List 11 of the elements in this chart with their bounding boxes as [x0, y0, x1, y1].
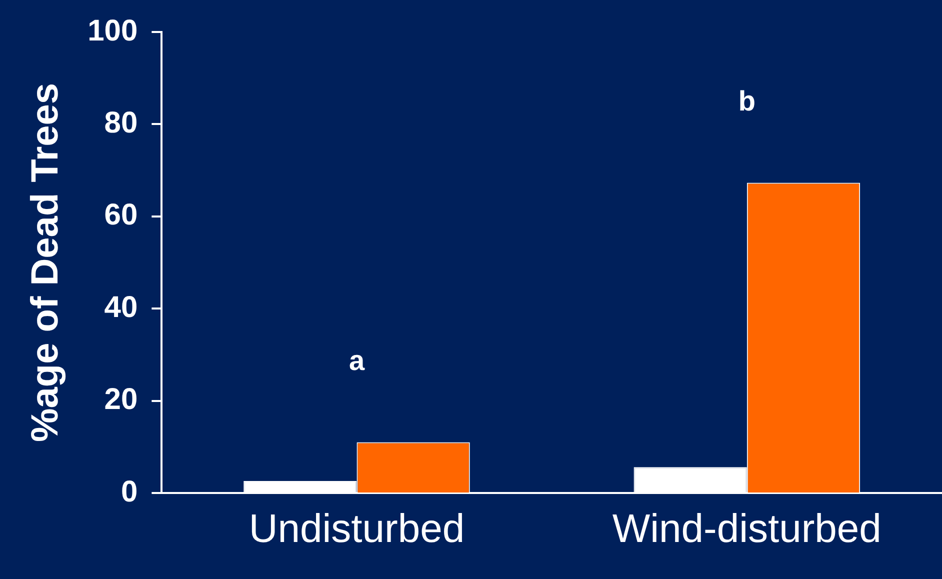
y-tick-label: 20: [104, 383, 138, 416]
y-tick-label: 100: [88, 14, 138, 48]
x-tick-label: Undisturbed: [248, 507, 465, 552]
annotation: a: [348, 345, 365, 376]
y-tick-label: 60: [104, 198, 138, 232]
y-tick-label: 0: [120, 475, 138, 508]
annotation: b: [738, 85, 756, 116]
x-tick-label: Wind-disturbed: [612, 507, 882, 552]
y-tick-label: 40: [104, 290, 138, 324]
y-tick-label: 80: [104, 106, 138, 140]
y-axis-title: %age of Dead Trees: [24, 82, 66, 442]
